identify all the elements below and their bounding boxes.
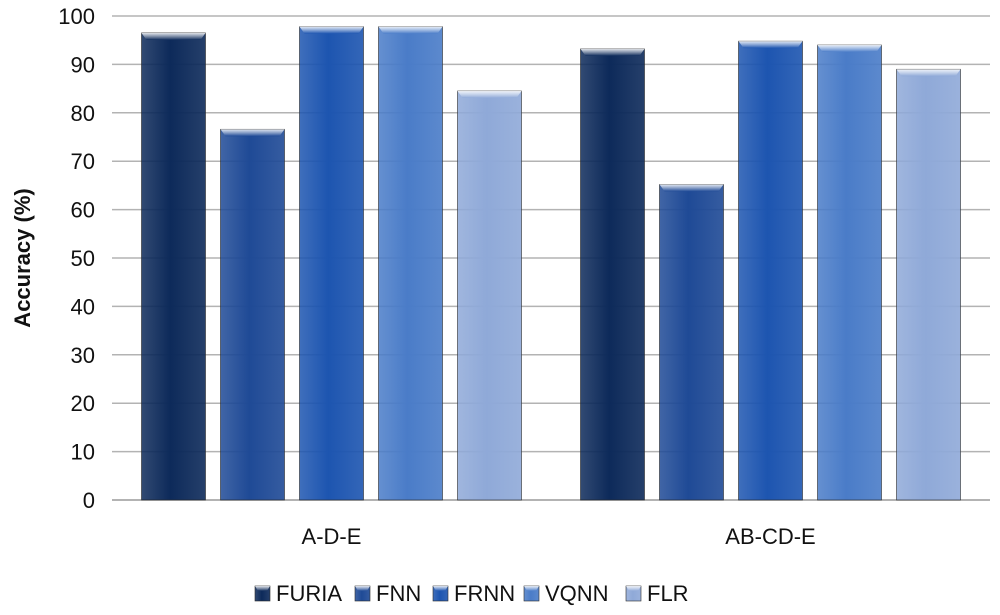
bar-cap: [457, 91, 522, 99]
bars: [141, 26, 961, 501]
y-tick-label: 100: [58, 4, 95, 29]
legend-swatch-cap: [433, 586, 448, 591]
y-axis-label: Accuracy (%): [10, 188, 35, 327]
bar-cap: [659, 184, 724, 192]
bar-frnn-ab-cd-e: [738, 40, 803, 501]
bar-vqnn-ab-cd-e: [817, 44, 882, 501]
bar-vqnn-a-d-e: [378, 26, 443, 501]
x-axis: A-D-E AB-CD-E: [302, 524, 816, 549]
legend-label: FLR: [647, 581, 689, 606]
bar-cap: [896, 69, 961, 77]
legend-label: VQNN: [545, 581, 609, 606]
y-tick-label: 0: [83, 488, 95, 513]
legend-label: FRNN: [454, 581, 515, 606]
bar-cap: [299, 26, 364, 34]
y-tick-label: 90: [71, 52, 95, 77]
y-tick-label: 50: [71, 246, 95, 271]
bar-flr-a-d-e: [457, 90, 522, 501]
legend-item: FLR: [625, 581, 689, 606]
legend-swatch-cap: [255, 586, 270, 591]
legend-item: FURIA: [254, 581, 342, 606]
bar-cap: [220, 129, 285, 137]
bar-furia-a-d-e: [141, 32, 206, 501]
legend-swatch-cap: [355, 586, 370, 591]
y-tick-label: 80: [71, 101, 95, 126]
y-tick-label: 20: [71, 391, 95, 416]
legend-item: FRNN: [432, 581, 515, 606]
bar-cap: [817, 45, 882, 53]
legend-swatch-cap: [524, 586, 539, 591]
bar-furia-ab-cd-e: [580, 48, 645, 501]
bar-frnn-a-d-e: [299, 26, 364, 501]
bar-cap: [580, 48, 645, 56]
x-tick-label: AB-CD-E: [725, 524, 815, 549]
x-tick-label: A-D-E: [302, 524, 362, 549]
y-tick-label: 70: [71, 149, 95, 174]
y-tick-label: 60: [71, 198, 95, 223]
y-tick-label: 40: [71, 294, 95, 319]
bar-fnn-ab-cd-e: [659, 184, 724, 501]
y-axis: 0 10 20 30 40 50 60 70 80 90 100: [58, 4, 95, 513]
bar-cap: [378, 26, 443, 34]
legend-item: VQNN: [523, 581, 609, 606]
legend-swatch-cap: [626, 586, 641, 591]
legend-item: FNN: [354, 581, 421, 606]
legend: FURIA FNN FRNN VQNN FLR: [254, 581, 689, 606]
bar-cap: [738, 41, 803, 49]
legend-label: FNN: [376, 581, 421, 606]
bar-fnn-a-d-e: [220, 128, 285, 501]
y-tick-label: 10: [71, 440, 95, 465]
bar-cap: [141, 32, 206, 40]
y-tick-label: 30: [71, 343, 95, 368]
legend-label: FURIA: [276, 581, 342, 606]
bar-flr-ab-cd-e: [896, 68, 961, 501]
